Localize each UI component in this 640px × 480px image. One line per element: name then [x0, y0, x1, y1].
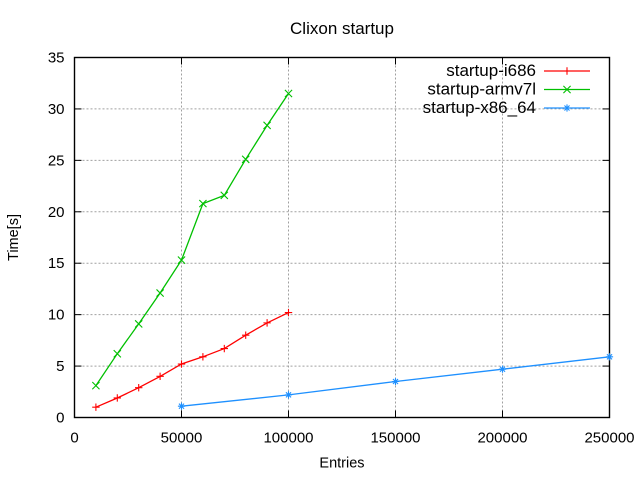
- svg-text:30: 30: [48, 101, 65, 118]
- svg-text:startup-i686: startup-i686: [446, 61, 536, 80]
- svg-text:15: 15: [48, 255, 65, 272]
- svg-text:150000: 150000: [370, 430, 420, 447]
- svg-text:Clixon startup: Clixon startup: [290, 19, 394, 38]
- svg-text:Entries: Entries: [319, 456, 364, 472]
- svg-text:5: 5: [56, 358, 64, 375]
- svg-text:35: 35: [48, 50, 65, 67]
- svg-text:200000: 200000: [477, 430, 527, 447]
- svg-text:25: 25: [48, 152, 65, 169]
- svg-text:Time[s]: Time[s]: [6, 214, 22, 261]
- svg-text:100000: 100000: [263, 430, 313, 447]
- svg-text:startup-x86_64: startup-x86_64: [423, 98, 536, 117]
- svg-text:0: 0: [56, 410, 64, 427]
- svg-text:startup-armv7l: startup-armv7l: [427, 80, 536, 99]
- svg-text:10: 10: [48, 307, 65, 324]
- svg-text:50000: 50000: [161, 430, 203, 447]
- svg-text:20: 20: [48, 204, 65, 221]
- svg-text:0: 0: [70, 430, 78, 447]
- svg-text:250000: 250000: [584, 430, 634, 447]
